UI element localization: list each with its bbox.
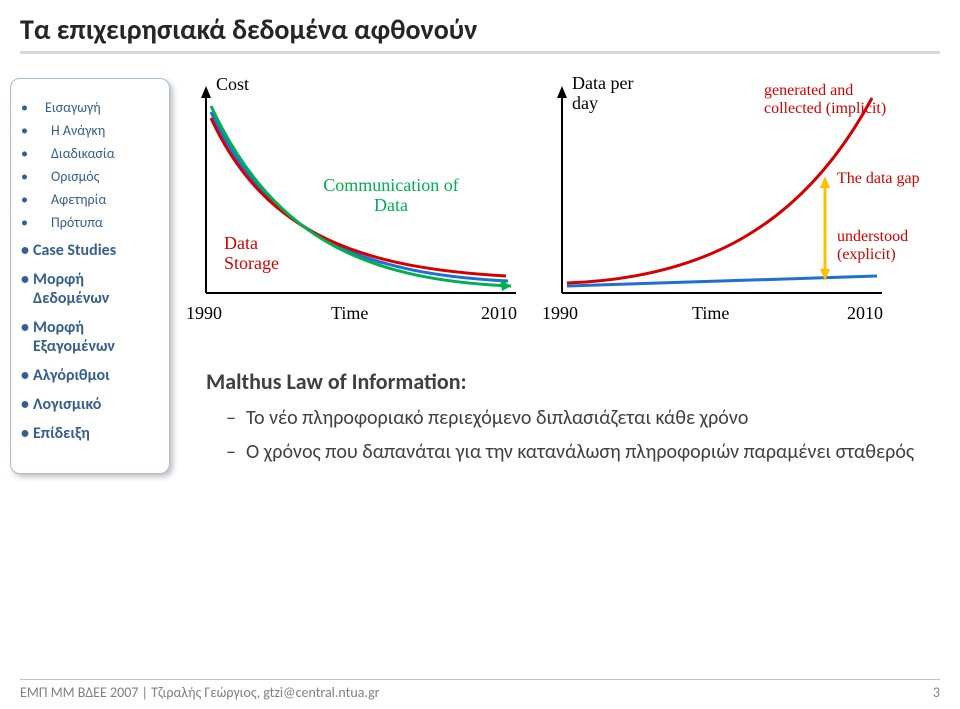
chart1-xleft: 1990 [186,303,222,324]
data-per-day-chart: Data per day generated and collected (im… [542,78,942,338]
chart2-xleft: 1990 [542,303,578,324]
chart2-generated-label: generated and collected (implicit) [764,82,904,117]
body-heading: Malthus Law of Information: [206,368,942,395]
sidebar-item: Διαδικασία [23,145,157,162]
chart2-gap-label: The data gap [837,170,927,188]
footer-page-number: 3 [933,684,940,701]
page-title: Τα επιχειρησιακά δεδομένα αφθονούν [20,12,940,47]
sidebar-item: Πρότυπα [23,214,157,231]
sidebar-item: Λογισμικό [23,395,157,414]
sidebar-item: Εισαγωγή [23,99,157,116]
sidebar: Εισαγωγή Η Ανάγκη Διαδικασία Ορισμός Αφε… [10,78,170,474]
content-area: Cost Data Storage Communication of Data … [178,78,942,474]
body-text: Malthus Law of Information: Το νέο πληρο… [186,368,942,465]
chart1-storage-label: Data Storage [224,234,294,274]
sidebar-item: Μορφή Εξαγομένων [23,318,157,356]
footer: ΕΜΠ ΜΜ ΒΔΕΕ 2007 | Τζιραλής Γεώργιος, gt… [20,679,940,701]
sidebar-item: Case Studies [23,241,157,260]
chart2-ylabel: Data per day [572,74,652,114]
sidebar-item: Ορισμός [23,168,157,185]
sidebar-item: Επίδειξη [23,424,157,443]
sidebar-item: Η Ανάγκη [23,122,157,139]
chart1-comm-label: Communication of Data [316,176,466,216]
sidebar-item: Αφετηρία [23,191,157,208]
cost-chart: Cost Data Storage Communication of Data … [186,78,526,338]
footer-left: ΕΜΠ ΜΜ ΒΔΕΕ 2007 | Τζιραλής Γεώργιος, gt… [20,684,380,701]
title-underline [20,51,940,54]
chart2-xright: 2010 [847,303,883,324]
chart1-ylabel: Cost [216,74,249,95]
chart1-xright: 2010 [481,303,517,324]
sidebar-item: Μορφή Δεδομένων [23,270,157,308]
sidebar-box: Εισαγωγή Η Ανάγκη Διαδικασία Ορισμός Αφε… [10,78,170,474]
sidebar-item: Αλγόριθμοι [23,366,157,385]
chart2-xcenter: Time [692,303,729,324]
chart2-understood-label: understood (explicit) [837,228,947,263]
body-item: Ο χρόνος που δαπανάται για την κατανάλωσ… [206,439,942,465]
chart1-xcenter: Time [331,303,368,324]
body-item: Το νέο πληροφοριακό περιεχόμενο διπλασιά… [206,405,942,431]
